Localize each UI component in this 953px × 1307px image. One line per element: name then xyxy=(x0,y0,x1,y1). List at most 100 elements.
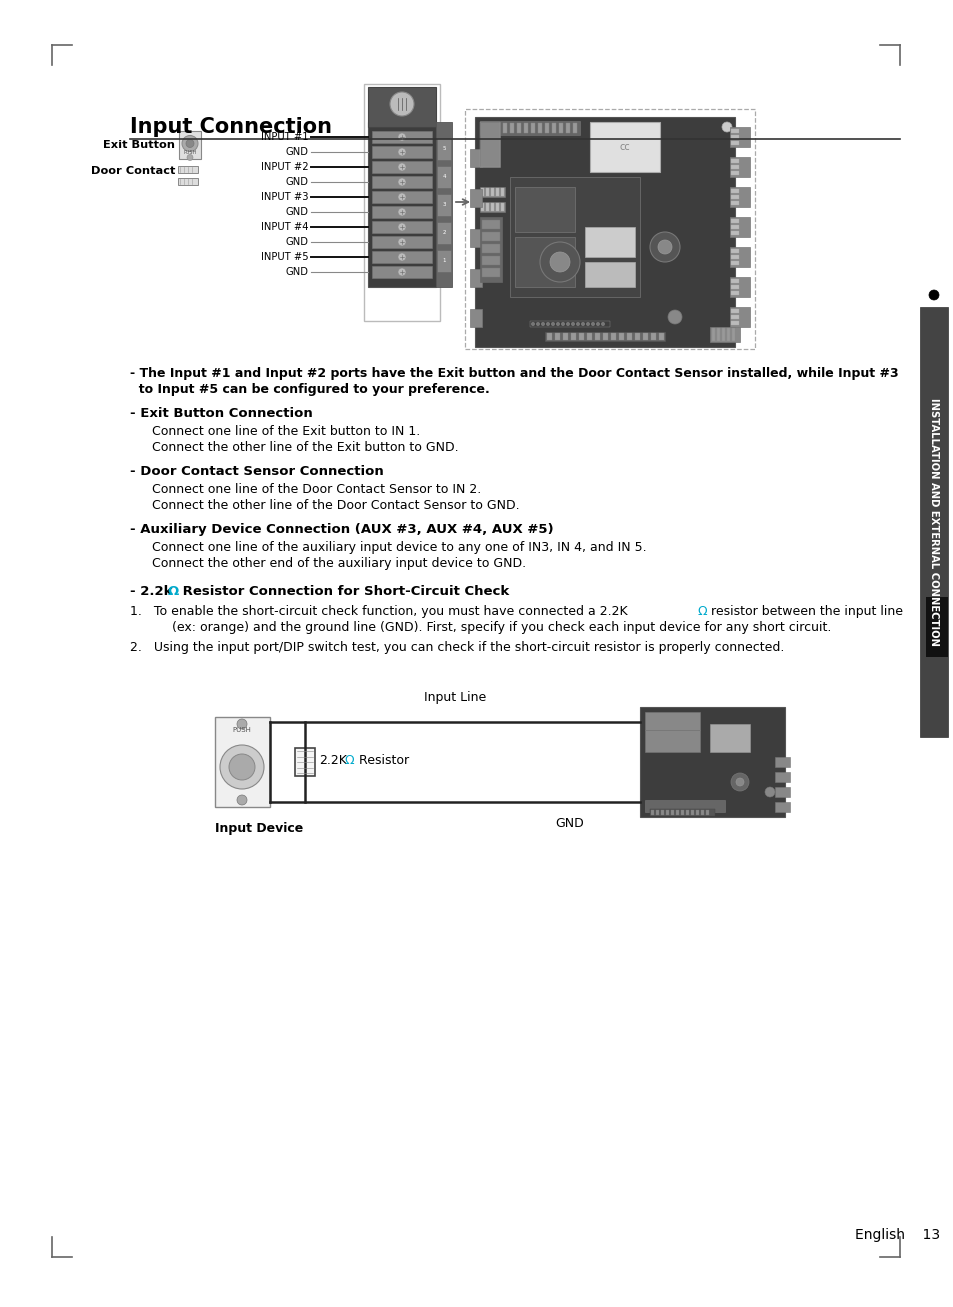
Bar xyxy=(436,193,451,216)
Circle shape xyxy=(545,322,550,325)
Bar xyxy=(364,84,439,322)
Text: GND: GND xyxy=(286,207,309,217)
Bar xyxy=(470,190,481,207)
Circle shape xyxy=(397,208,406,216)
Bar xyxy=(470,229,481,247)
Bar xyxy=(730,129,739,133)
Bar xyxy=(676,810,679,816)
Circle shape xyxy=(596,322,599,325)
Bar xyxy=(730,195,739,199)
Bar xyxy=(589,122,659,173)
Bar xyxy=(372,176,432,188)
Circle shape xyxy=(928,290,938,301)
Bar xyxy=(372,267,432,278)
Bar xyxy=(730,315,739,319)
Text: INPUT #5: INPUT #5 xyxy=(261,252,309,261)
Text: to Input #5 can be configured to your preference.: to Input #5 can be configured to your pr… xyxy=(130,383,489,396)
Bar xyxy=(372,161,432,173)
Bar xyxy=(436,122,452,288)
Text: - Auxiliary Device Connection (AUX #3, AUX #4, AUX #5): - Auxiliary Device Connection (AUX #3, A… xyxy=(130,523,553,536)
Bar xyxy=(774,772,789,782)
Text: Input Line: Input Line xyxy=(423,691,486,704)
Bar xyxy=(685,810,688,816)
Bar xyxy=(730,231,739,235)
Text: English    13: English 13 xyxy=(854,1229,939,1242)
Text: GND: GND xyxy=(286,267,309,277)
Bar xyxy=(665,810,668,816)
Circle shape xyxy=(397,133,406,141)
Bar xyxy=(491,188,494,196)
Bar xyxy=(642,333,647,340)
Bar xyxy=(584,227,635,257)
Bar xyxy=(544,332,664,341)
Bar xyxy=(730,261,739,265)
Bar xyxy=(925,597,947,657)
Bar xyxy=(730,291,739,295)
Bar xyxy=(618,333,623,340)
Circle shape xyxy=(540,322,544,325)
Bar xyxy=(650,810,654,816)
Bar xyxy=(730,255,739,259)
Bar xyxy=(690,810,693,816)
Bar xyxy=(464,108,754,349)
Bar xyxy=(496,123,499,133)
Circle shape xyxy=(236,719,247,729)
Bar xyxy=(496,188,498,196)
Text: 1: 1 xyxy=(442,259,445,264)
Bar xyxy=(729,277,749,297)
Bar xyxy=(700,810,703,816)
Text: GND: GND xyxy=(555,817,584,830)
Text: 2: 2 xyxy=(442,230,445,235)
Text: Connect the other line of the Exit button to GND.: Connect the other line of the Exit butto… xyxy=(152,440,458,454)
Text: Input Connection: Input Connection xyxy=(130,118,332,137)
Bar xyxy=(709,327,740,342)
Bar xyxy=(479,203,504,212)
Bar xyxy=(730,225,739,229)
Bar xyxy=(372,207,432,218)
Bar xyxy=(523,123,527,133)
Bar xyxy=(711,328,714,341)
Bar xyxy=(730,278,739,284)
Bar xyxy=(546,333,552,340)
Text: INPUT #2: INPUT #2 xyxy=(261,162,309,173)
Text: - Exit Button Connection: - Exit Button Connection xyxy=(130,406,313,420)
Bar xyxy=(729,157,749,176)
Circle shape xyxy=(550,252,569,272)
Bar xyxy=(489,123,493,133)
Text: Ω: Ω xyxy=(345,754,355,766)
Text: Ω: Ω xyxy=(698,605,707,618)
Bar xyxy=(586,333,592,340)
Circle shape xyxy=(397,193,406,201)
Bar xyxy=(491,203,494,210)
Bar xyxy=(372,237,432,248)
Bar xyxy=(626,333,631,340)
Text: resistor between the input line: resistor between the input line xyxy=(706,605,902,618)
Circle shape xyxy=(531,322,535,325)
Bar xyxy=(670,810,673,816)
Bar xyxy=(479,217,501,282)
Text: (ex: orange) and the ground line (GND). First, specify if you check each input d: (ex: orange) and the ground line (GND). … xyxy=(152,621,830,634)
Bar xyxy=(730,165,739,169)
Text: - The Input #1 and Input #2 ports have the Exit button and the Door Contact Sens: - The Input #1 and Input #2 ports have t… xyxy=(130,367,898,380)
Bar xyxy=(649,809,714,816)
Circle shape xyxy=(182,136,198,152)
Circle shape xyxy=(397,254,406,261)
Circle shape xyxy=(397,268,406,276)
Circle shape xyxy=(649,233,679,261)
Text: PUSH: PUSH xyxy=(183,150,196,156)
Bar xyxy=(639,707,784,817)
Circle shape xyxy=(187,154,193,161)
Bar xyxy=(544,123,548,133)
Bar xyxy=(372,251,432,263)
Bar xyxy=(774,787,789,797)
Circle shape xyxy=(536,322,539,325)
Bar xyxy=(372,191,432,203)
Bar xyxy=(705,810,708,816)
Circle shape xyxy=(721,122,731,132)
Bar xyxy=(562,333,567,340)
Bar xyxy=(729,247,749,267)
Circle shape xyxy=(390,91,414,116)
Bar xyxy=(730,220,739,223)
Circle shape xyxy=(186,140,193,148)
Bar xyxy=(531,123,535,133)
